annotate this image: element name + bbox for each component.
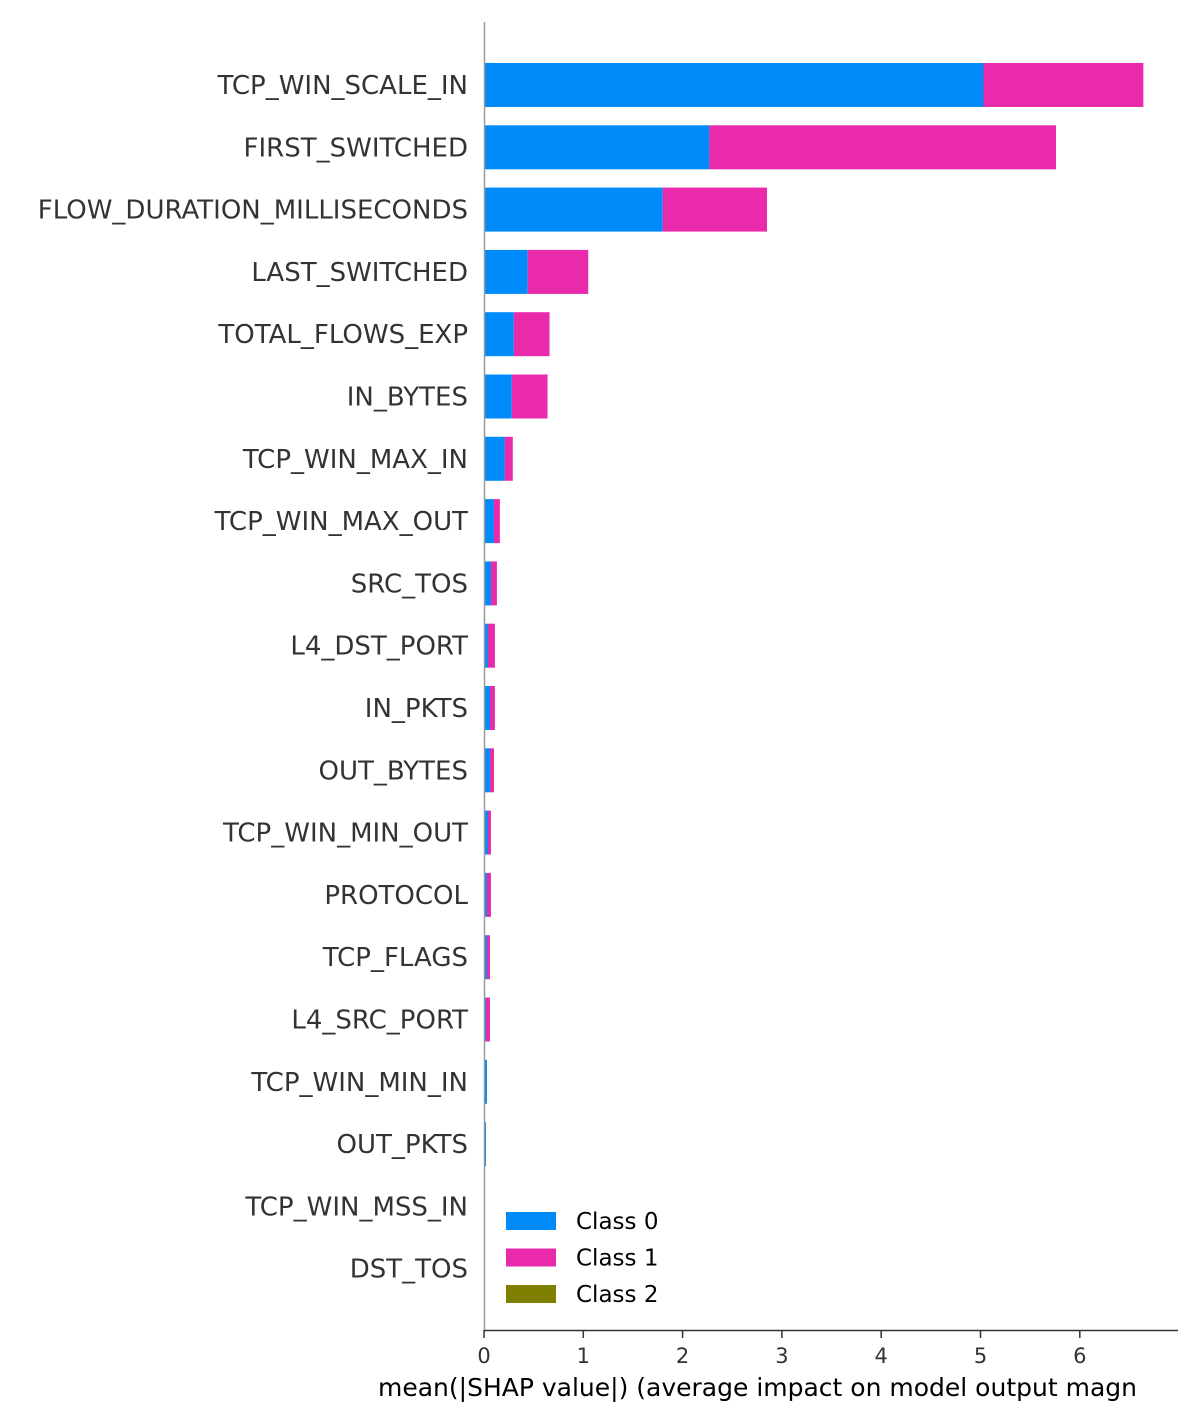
bar-class-1	[709, 125, 1056, 170]
bar-class-1	[489, 748, 494, 793]
x-axis-title: mean(|SHAP value|) (average impact on mo…	[378, 1373, 1137, 1402]
feature-label: L4_DST_PORT	[290, 632, 468, 662]
feature-label: TCP_WIN_MIN_IN	[250, 1068, 468, 1098]
bar-class-0	[484, 63, 984, 107]
legend: Class 0 Class 1 Class 2	[506, 1209, 658, 1308]
bar-class-0	[484, 249, 528, 294]
legend-label: Class 0	[576, 1209, 658, 1235]
bars-layer	[484, 63, 1144, 1291]
bar-class-1	[487, 623, 495, 668]
bar-class-0	[484, 561, 491, 606]
bar-class-0	[484, 1059, 487, 1104]
bar-class-0	[484, 748, 490, 793]
x-axis-ticks: 0 1 2 3 4 5 6	[477, 1330, 1086, 1368]
feature-label: FIRST_SWITCHED	[244, 133, 468, 163]
feature-labels: TCP_WIN_SCALE_IN FIRST_SWITCHED FLOW_DURAT…	[38, 71, 469, 1285]
feature-label: TCP_WIN_MSS_IN	[244, 1192, 468, 1222]
bar-class-0	[484, 872, 487, 917]
feature-label: DST_TOS	[350, 1255, 468, 1285]
bar-class-0	[484, 935, 487, 980]
feature-label: FLOW_DURATION_MILLISECONDS	[38, 196, 468, 226]
x-tick-label: 5	[974, 1344, 987, 1368]
feature-label: IN_PKTS	[365, 694, 468, 724]
bar-class-1	[486, 872, 491, 917]
x-tick-label: 6	[1073, 1344, 1086, 1368]
bar-class-1	[527, 249, 589, 294]
legend-swatch	[506, 1248, 556, 1267]
feature-label: LAST_SWITCHED	[251, 258, 468, 288]
bar-class-0	[484, 623, 488, 668]
feature-label: TCP_WIN_MIN_OUT	[222, 819, 468, 849]
feature-label: L4_SRC_PORT	[291, 1006, 468, 1036]
bar-class-1	[493, 499, 500, 544]
bar-class-1	[485, 997, 490, 1042]
bar-class-0	[484, 125, 710, 170]
x-tick-label: 3	[775, 1344, 788, 1368]
bar-class-1	[490, 561, 497, 606]
feature-label: IN_BYTES	[347, 383, 468, 413]
legend-swatch	[506, 1212, 556, 1230]
x-tick-label: 1	[577, 1344, 590, 1368]
bar-class-1	[983, 63, 1144, 107]
legend-swatch	[506, 1285, 556, 1303]
x-tick-label: 4	[875, 1344, 888, 1368]
bar-class-0	[484, 686, 490, 730]
feature-label: OUT_PKTS	[337, 1130, 468, 1160]
bar-class-0	[484, 810, 488, 855]
bar-class-0	[484, 312, 514, 357]
x-tick-label: 2	[676, 1344, 689, 1368]
legend-label: Class 2	[576, 1282, 658, 1308]
bar-class-0	[484, 436, 505, 481]
bar-class-0	[484, 499, 494, 544]
legend-label: Class 1	[576, 1246, 658, 1272]
bar-class-1	[662, 187, 768, 232]
feature-label: SRC_TOS	[351, 569, 468, 599]
bar-class-0	[484, 187, 663, 232]
feature-label: TCP_WIN_MAX_IN	[242, 445, 468, 475]
bar-class-1	[504, 436, 513, 481]
x-tick-label: 0	[477, 1344, 490, 1368]
feature-label: TCP_FLAGS	[322, 943, 468, 973]
feature-label: PROTOCOL	[324, 881, 468, 911]
bar-class-1	[513, 312, 550, 357]
bar-class-1	[489, 686, 495, 730]
feature-label: OUT_BYTES	[319, 756, 469, 786]
feature-label: TOTAL_FLOWS_EXP	[217, 320, 468, 350]
bar-class-1	[511, 374, 548, 419]
bar-class-1	[487, 810, 491, 855]
feature-label: TCP_WIN_MAX_OUT	[214, 507, 469, 537]
bar-class-0	[484, 374, 512, 419]
bar-class-1	[486, 935, 490, 980]
feature-label: TCP_WIN_SCALE_IN	[217, 71, 469, 101]
